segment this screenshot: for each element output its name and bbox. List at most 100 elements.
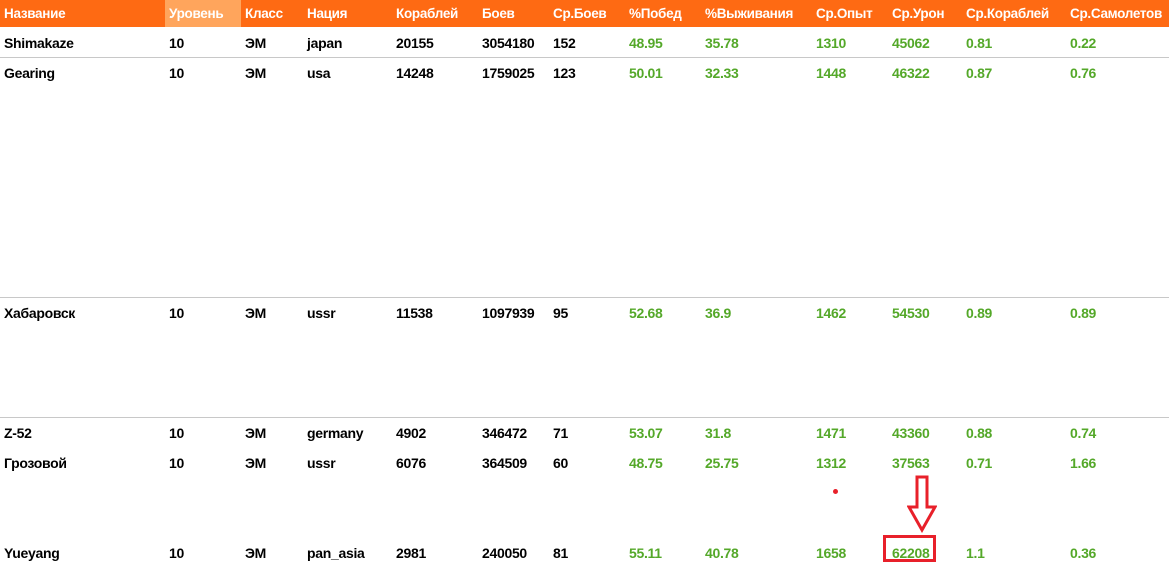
cell-survival-rate: 40.78: [705, 545, 739, 561]
cell-win-rate: 52.68: [629, 305, 663, 321]
cell-avg-ships-destroyed: 0.89: [966, 305, 993, 321]
cell-tier: 10: [169, 425, 184, 441]
cell-name: Yueyang: [4, 545, 60, 561]
cell-name: Gearing: [4, 65, 55, 81]
cell-avg-planes-destroyed: 0.36: [1070, 545, 1097, 561]
down-arrow-icon: [907, 475, 937, 533]
cell-win-rate: 50.01: [629, 65, 663, 81]
row-divider: [0, 297, 1169, 298]
cell-nation: usa: [307, 65, 331, 81]
cell-class: ЭМ: [245, 35, 267, 51]
cell-class: ЭМ: [245, 455, 267, 471]
cell-nation: japan: [307, 35, 343, 51]
header-avg-ships-destroyed[interactable]: Ср.Кораблей: [966, 6, 1049, 21]
header-name[interactable]: Название: [4, 6, 66, 21]
header-avg-planes-destroyed[interactable]: Ср.Самолетов: [1070, 6, 1162, 21]
cell-tier: 10: [169, 455, 184, 471]
cell-battles: 3054180: [482, 35, 535, 51]
cell-avg-xp: 1462: [816, 305, 846, 321]
cell-ships: 6076: [396, 455, 426, 471]
header-tier[interactable]: Уровень: [165, 0, 241, 27]
table-row[interactable]: Yueyang 10 ЭМ pan_asia 2981 240050 81 55…: [0, 538, 1169, 568]
cell-avg-ships-destroyed: 0.87: [966, 65, 993, 81]
cell-win-rate: 53.07: [629, 425, 663, 441]
cell-battles: 346472: [482, 425, 527, 441]
table-row[interactable]: Z-52 10 ЭМ germany 4902 346472 71 53.07 …: [0, 418, 1169, 448]
cell-avg-planes-destroyed: 0.74: [1070, 425, 1097, 441]
cell-win-rate: 48.75: [629, 455, 663, 471]
cell-battles: 240050: [482, 545, 527, 561]
header-nation[interactable]: Нация: [307, 6, 348, 21]
cell-class: ЭМ: [245, 305, 267, 321]
cell-avg-damage: 45062: [892, 35, 930, 51]
cell-avg-xp: 1448: [816, 65, 846, 81]
header-survival-rate[interactable]: %Выживания: [705, 6, 794, 21]
cell-battles: 364509: [482, 455, 527, 471]
header-avg-xp[interactable]: Ср.Опыт: [816, 6, 873, 21]
cell-survival-rate: 25.75: [705, 455, 739, 471]
cell-avg-battles: 60: [553, 455, 568, 471]
cell-avg-planes-destroyed: 0.76: [1070, 65, 1097, 81]
cell-avg-planes-destroyed: 0.89: [1070, 305, 1097, 321]
cell-avg-xp: 1471: [816, 425, 846, 441]
row-divider: [0, 57, 1169, 58]
cell-ships: 4902: [396, 425, 426, 441]
cell-avg-ships-destroyed: 0.81: [966, 35, 993, 51]
cell-name: Shimakaze: [4, 35, 74, 51]
cell-name: Хабаровск: [4, 305, 76, 321]
cell-name: Грозовой: [4, 455, 67, 471]
cell-class: ЭМ: [245, 545, 267, 561]
cell-battles: 1759025: [482, 65, 535, 81]
cell-ships: 2981: [396, 545, 426, 561]
table-row[interactable]: Gearing 10 ЭМ usa 14248 1759025 123 50.0…: [0, 58, 1169, 88]
cell-win-rate: 48.95: [629, 35, 663, 51]
cell-tier: 10: [169, 305, 184, 321]
cell-avg-damage: 46322: [892, 65, 930, 81]
cell-class: ЭМ: [245, 65, 267, 81]
cell-avg-planes-destroyed: 1.66: [1070, 455, 1097, 471]
cell-survival-rate: 32.33: [705, 65, 739, 81]
red-dot-marker: [833, 489, 838, 494]
cell-tier: 10: [169, 65, 184, 81]
cell-ships: 14248: [396, 65, 434, 81]
header-win-rate[interactable]: %Побед: [629, 6, 682, 21]
table-row[interactable]: Shimakaze 10 ЭМ japan 20155 3054180 152 …: [0, 28, 1169, 58]
cell-avg-ships-destroyed: 0.71: [966, 455, 993, 471]
cell-avg-battles: 95: [553, 305, 568, 321]
cell-avg-damage: 62208: [892, 545, 930, 561]
cell-ships: 20155: [396, 35, 434, 51]
cell-nation: ussr: [307, 455, 336, 471]
cell-survival-rate: 31.8: [705, 425, 732, 441]
cell-survival-rate: 35.78: [705, 35, 739, 51]
cell-avg-damage: 37563: [892, 455, 930, 471]
header-avg-damage[interactable]: Ср.Урон: [892, 6, 945, 21]
cell-win-rate: 55.11: [629, 545, 662, 561]
header-avg-battles[interactable]: Ср.Боев: [553, 6, 607, 21]
cell-avg-ships-destroyed: 1.1: [966, 545, 985, 561]
cell-avg-battles: 71: [553, 425, 568, 441]
cell-nation: germany: [307, 425, 364, 441]
header-class[interactable]: Класс: [245, 6, 283, 21]
table-header-row: Название Уровень Класс Нация Кораблей Бо…: [0, 0, 1169, 27]
cell-avg-battles: 152: [553, 35, 576, 51]
cell-avg-ships-destroyed: 0.88: [966, 425, 993, 441]
table-row[interactable]: Хабаровск 10 ЭМ ussr 11538 1097939 95 52…: [0, 298, 1169, 328]
highlight-box: [883, 535, 936, 562]
header-ships[interactable]: Кораблей: [396, 6, 459, 21]
cell-avg-battles: 123: [553, 65, 576, 81]
cell-avg-damage: 43360: [892, 425, 930, 441]
cell-ships: 11538: [396, 305, 433, 321]
cell-avg-planes-destroyed: 0.22: [1070, 35, 1097, 51]
cell-tier: 10: [169, 35, 184, 51]
table-row[interactable]: Грозовой 10 ЭМ ussr 6076 364509 60 48.75…: [0, 448, 1169, 478]
header-battles[interactable]: Боев: [482, 6, 515, 21]
cell-avg-damage: 54530: [892, 305, 930, 321]
cell-avg-battles: 81: [553, 545, 568, 561]
cell-nation: ussr: [307, 305, 336, 321]
cell-survival-rate: 36.9: [705, 305, 732, 321]
cell-tier: 10: [169, 545, 184, 561]
row-divider: [0, 417, 1169, 418]
cell-nation: pan_asia: [307, 545, 365, 561]
cell-avg-xp: 1312: [816, 455, 846, 471]
cell-avg-xp: 1310: [816, 35, 846, 51]
